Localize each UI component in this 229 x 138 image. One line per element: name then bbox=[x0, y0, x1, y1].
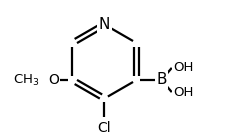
Text: OH: OH bbox=[172, 61, 192, 74]
Text: CH$_3$: CH$_3$ bbox=[13, 72, 39, 87]
Text: B: B bbox=[156, 72, 166, 87]
Text: N: N bbox=[98, 17, 110, 32]
Text: Cl: Cl bbox=[97, 121, 111, 135]
Text: OH: OH bbox=[172, 86, 192, 99]
Text: O: O bbox=[48, 73, 59, 87]
